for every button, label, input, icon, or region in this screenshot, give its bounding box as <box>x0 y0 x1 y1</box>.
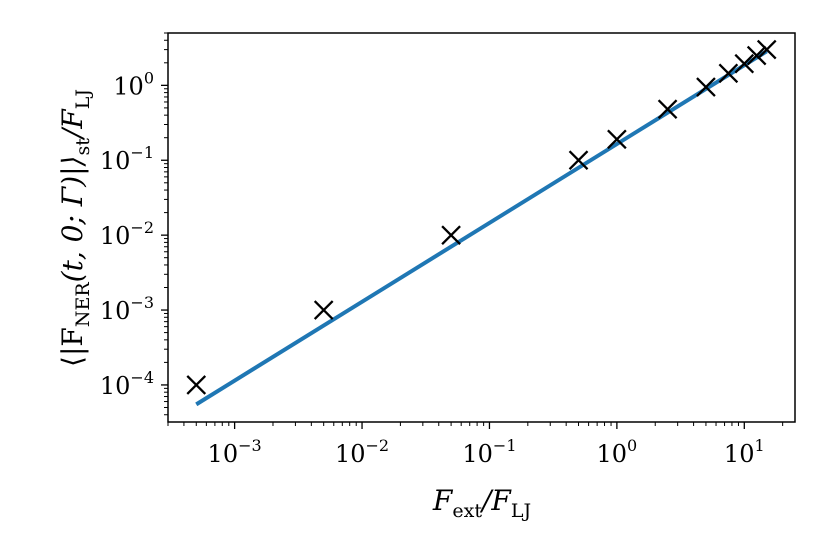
plot-frame <box>167 32 796 423</box>
x-tick-label: 10−2 <box>335 436 389 468</box>
data-point-marker <box>186 375 207 395</box>
y-tick-label: 100 <box>113 68 154 100</box>
y-tick-label: 10−1 <box>100 143 154 175</box>
data-point-marker <box>313 300 334 320</box>
x-tick-label: 100 <box>597 436 638 468</box>
x-tick-label: 10−3 <box>208 436 262 468</box>
data-point-marker <box>441 225 461 245</box>
x-axis-label: Fext/FLJ <box>432 484 531 522</box>
data-point-marker <box>756 39 777 60</box>
data-point-marker <box>657 99 678 120</box>
y-axis-ticks: 10−4 10−3 10−2 10−1 100 <box>100 32 168 416</box>
data-point-marker <box>734 53 755 74</box>
y-tick-label: 10−2 <box>100 218 154 250</box>
x-tick-label: 101 <box>724 436 765 468</box>
y-tick-label: 10−4 <box>100 368 154 400</box>
y-tick-label: 10−3 <box>100 293 154 325</box>
fit-line-series <box>195 49 768 407</box>
data-point-marker <box>568 150 589 171</box>
y-axis-label: ⟨|FNER(t, 0; Γ)|⟩st/FLJ <box>56 89 94 367</box>
data-point-marker <box>696 77 716 97</box>
data-points-series <box>186 39 777 395</box>
fit-line <box>195 49 768 407</box>
data-point-marker <box>746 45 767 66</box>
data-point-marker <box>607 129 627 150</box>
x-axis-ticks: 10−3 10−2 10−1 100 101 <box>167 422 784 468</box>
data-point-marker <box>718 63 739 84</box>
x-tick-label: 10−1 <box>462 436 516 468</box>
